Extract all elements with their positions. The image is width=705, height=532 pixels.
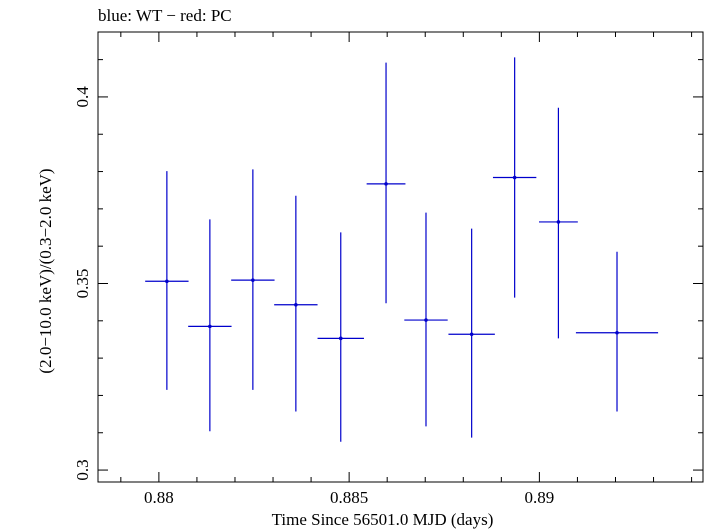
data-point <box>539 107 578 339</box>
y-tick-label: 0.3 <box>73 459 92 480</box>
data-point <box>231 169 275 390</box>
point-marker <box>615 330 619 335</box>
point-marker <box>165 279 169 284</box>
point-marker <box>469 332 474 337</box>
y-tick-label: 0.4 <box>73 86 92 108</box>
axis-ticks <box>98 32 703 482</box>
point-marker <box>338 336 343 341</box>
data-point <box>366 62 406 304</box>
x-tick-label: 0.88 <box>144 488 174 507</box>
point-marker <box>384 182 388 186</box>
data-point <box>188 219 232 432</box>
data-point <box>145 171 189 390</box>
data-point <box>492 57 537 298</box>
data-point <box>575 251 659 412</box>
point-marker <box>208 324 212 329</box>
point-marker <box>424 318 428 322</box>
y-tick-label: 0.35 <box>73 269 92 299</box>
point-marker <box>294 302 298 307</box>
data-point <box>448 228 495 438</box>
point-marker <box>512 175 517 180</box>
plot-frame <box>97 31 704 483</box>
chart-title: blue: WT − red: PC <box>98 6 232 25</box>
x-tick-label: 0.89 <box>525 488 555 507</box>
point-marker <box>251 278 255 282</box>
point-marker <box>556 220 561 224</box>
data-point <box>274 195 318 412</box>
axis-tick-labels: 0.88 0.885 0.89 0.3 0.35 0.4 <box>73 86 554 507</box>
x-tick-label: 0.885 <box>330 488 368 507</box>
data-point <box>317 232 364 442</box>
y-axis-label: (2.0−10.0 keV)/(0.3−2.0 keV) <box>36 168 55 374</box>
data-points <box>145 57 659 442</box>
data-point <box>404 212 448 427</box>
x-axis-label: Time Since 56501.0 MJD (days) <box>271 510 494 529</box>
